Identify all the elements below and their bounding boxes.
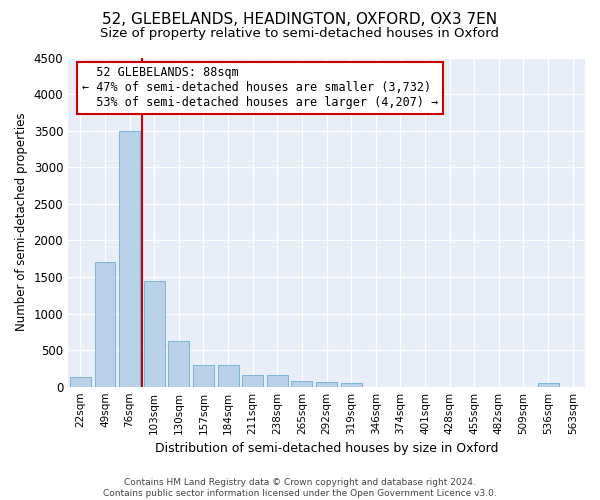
Bar [95,262,115,386]
Bar [242,374,263,386]
X-axis label: Distribution of semi-detached houses by size in Oxford: Distribution of semi-detached houses by … [155,442,498,455]
Bar [316,382,337,386]
Text: Contains HM Land Registry data © Crown copyright and database right 2024.
Contai: Contains HM Land Registry data © Crown c… [103,478,497,498]
Bar [292,381,313,386]
Bar [341,382,362,386]
Bar [70,377,91,386]
Bar [144,282,164,387]
Bar [538,382,559,386]
Text: Size of property relative to semi-detached houses in Oxford: Size of property relative to semi-detach… [101,28,499,40]
Bar [267,375,288,386]
Bar [218,366,239,386]
Text: 52 GLEBELANDS: 88sqm
← 47% of semi-detached houses are smaller (3,732)
  53% of : 52 GLEBELANDS: 88sqm ← 47% of semi-detac… [82,66,438,110]
Bar [193,364,214,386]
Text: 52, GLEBELANDS, HEADINGTON, OXFORD, OX3 7EN: 52, GLEBELANDS, HEADINGTON, OXFORD, OX3 … [103,12,497,28]
Bar [169,342,189,386]
Bar [119,130,140,386]
Y-axis label: Number of semi-detached properties: Number of semi-detached properties [15,113,28,332]
